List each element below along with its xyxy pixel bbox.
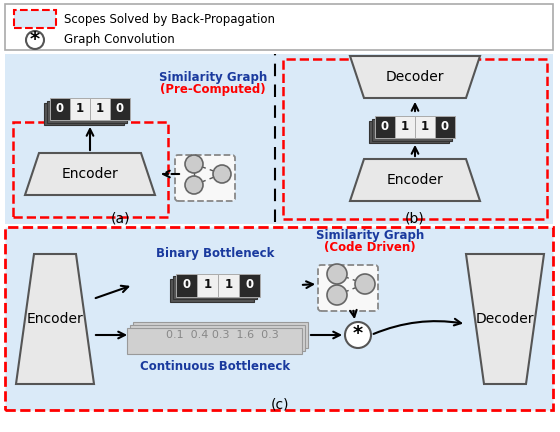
Text: 0.1  0.4 0.3  1.6  0.3: 0.1 0.4 0.3 1.6 0.3 xyxy=(166,330,278,340)
Text: 0: 0 xyxy=(381,121,389,133)
FancyBboxPatch shape xyxy=(70,98,90,120)
Text: *: * xyxy=(30,29,40,48)
FancyBboxPatch shape xyxy=(5,227,553,410)
Circle shape xyxy=(185,176,203,194)
Text: 1: 1 xyxy=(76,102,84,115)
Circle shape xyxy=(327,285,347,305)
FancyBboxPatch shape xyxy=(90,98,110,120)
FancyBboxPatch shape xyxy=(369,121,449,143)
Circle shape xyxy=(345,322,371,348)
Text: (Pre-Computed): (Pre-Computed) xyxy=(160,83,266,95)
FancyBboxPatch shape xyxy=(415,116,435,138)
Text: Graph Convolution: Graph Convolution xyxy=(64,34,175,47)
FancyBboxPatch shape xyxy=(197,273,218,296)
FancyBboxPatch shape xyxy=(283,59,547,219)
FancyBboxPatch shape xyxy=(127,328,302,354)
Text: Encoder: Encoder xyxy=(27,312,83,326)
Text: Scopes Solved by Back-Propagation: Scopes Solved by Back-Propagation xyxy=(64,13,275,25)
FancyBboxPatch shape xyxy=(110,98,130,120)
Polygon shape xyxy=(466,254,544,384)
Text: 0: 0 xyxy=(56,102,64,115)
FancyBboxPatch shape xyxy=(318,265,378,311)
FancyBboxPatch shape xyxy=(239,273,260,296)
FancyBboxPatch shape xyxy=(44,103,124,125)
Text: 1: 1 xyxy=(225,279,232,292)
Text: Encoder: Encoder xyxy=(386,173,444,187)
Text: 0: 0 xyxy=(245,279,254,292)
Text: (c): (c) xyxy=(270,398,290,412)
Text: (Code Driven): (Code Driven) xyxy=(324,241,416,254)
FancyBboxPatch shape xyxy=(435,116,455,138)
FancyBboxPatch shape xyxy=(218,273,239,296)
FancyBboxPatch shape xyxy=(5,4,553,50)
FancyBboxPatch shape xyxy=(13,122,168,217)
Text: 1: 1 xyxy=(96,102,104,115)
Text: 1: 1 xyxy=(401,121,409,133)
Circle shape xyxy=(213,165,231,183)
Polygon shape xyxy=(16,254,94,384)
Text: Decoder: Decoder xyxy=(476,312,534,326)
Polygon shape xyxy=(25,153,155,195)
FancyBboxPatch shape xyxy=(173,276,257,299)
FancyBboxPatch shape xyxy=(50,98,70,120)
FancyBboxPatch shape xyxy=(14,10,56,28)
Text: *: * xyxy=(353,324,363,343)
Text: Decoder: Decoder xyxy=(386,70,444,84)
Text: Similarity Graph: Similarity Graph xyxy=(316,229,424,242)
FancyBboxPatch shape xyxy=(372,118,452,140)
Circle shape xyxy=(26,31,44,49)
Text: 1: 1 xyxy=(203,279,212,292)
Circle shape xyxy=(185,155,203,173)
FancyBboxPatch shape xyxy=(375,116,395,138)
Text: 0: 0 xyxy=(441,121,449,133)
Circle shape xyxy=(327,264,347,284)
FancyBboxPatch shape xyxy=(170,279,254,302)
Text: (b): (b) xyxy=(405,212,425,226)
Polygon shape xyxy=(350,56,480,98)
Polygon shape xyxy=(350,159,480,201)
FancyBboxPatch shape xyxy=(130,325,305,351)
Text: 0: 0 xyxy=(183,279,190,292)
Text: (a): (a) xyxy=(110,212,130,226)
FancyBboxPatch shape xyxy=(395,116,415,138)
Text: Binary Bottleneck: Binary Bottleneck xyxy=(156,248,274,260)
FancyBboxPatch shape xyxy=(176,273,197,296)
Text: Continuous Bottleneck: Continuous Bottleneck xyxy=(140,360,290,374)
FancyBboxPatch shape xyxy=(5,54,553,224)
Text: 1: 1 xyxy=(421,121,429,133)
Text: Similarity Graph: Similarity Graph xyxy=(159,70,267,83)
Text: 0: 0 xyxy=(116,102,124,115)
Circle shape xyxy=(355,274,375,294)
FancyBboxPatch shape xyxy=(133,322,308,348)
FancyBboxPatch shape xyxy=(175,155,235,201)
Text: Encoder: Encoder xyxy=(62,167,118,181)
FancyBboxPatch shape xyxy=(47,101,127,123)
